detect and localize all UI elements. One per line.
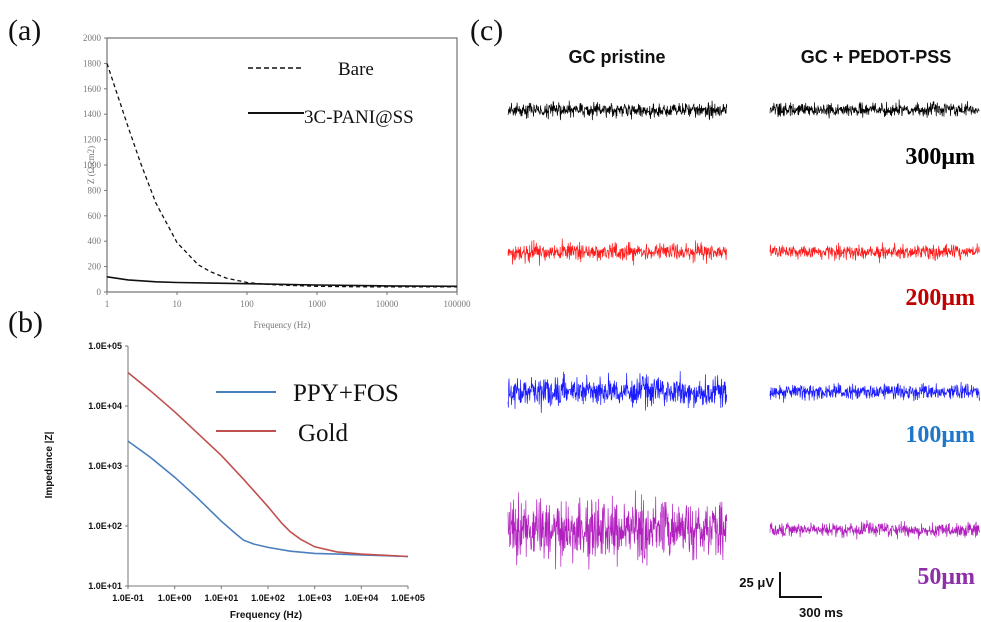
trace-50um-gc-pedot-pss: [769, 519, 980, 540]
size-label-50: 50μm: [917, 564, 975, 590]
chart-b-series: [127, 371, 409, 558]
chart-a-x-tick-label: 100: [240, 299, 254, 309]
scale-bar-time-label: 300 ms: [799, 605, 843, 620]
panel-label-c: (c): [470, 14, 503, 47]
chart-a-y-tick-label: 400: [88, 236, 102, 246]
chart-a-y-tick-label: 1000: [83, 160, 102, 170]
chart-b-x-tick-label: 1.0E+00: [158, 593, 192, 603]
size-label-200: 200μm: [905, 285, 975, 311]
trace-200um-gc-pedot-pss: [769, 242, 980, 264]
size-label-300: 300μm: [905, 144, 975, 170]
chart-c: GC pristine GC + PEDOT-PSS 300μm 200μm 1…: [507, 47, 980, 620]
chart-b-y-tick-label: 1.0E+03: [88, 461, 122, 471]
scale-bar: [779, 572, 822, 598]
chart-a-series: [106, 63, 458, 288]
chart-b-y-tick-label: 1.0E+04: [88, 401, 122, 411]
chart-b-series-ppy-fos: [127, 440, 409, 558]
chart-a-x-tick-label: 10000: [376, 299, 399, 309]
scale-bar-amplitude-label: 25 μV: [739, 575, 774, 590]
legend-b-label-ppy: PPY+FOS: [293, 380, 399, 407]
chart-a-x-tick-label: 1000: [308, 299, 327, 309]
chart-b-y-tick-label: 1.0E+05: [88, 341, 122, 351]
chart-a-x-tick-label: 10: [173, 299, 183, 309]
legend-a-label-pani: 3C-PANI@SS: [304, 107, 414, 128]
chart-b-y-axis-label: Impedance |Z|: [44, 431, 55, 498]
chart-b: 1.0E+01 1.0E+02 1.0E+03 1.0E+04 1.0E+05 1.0E…: [44, 341, 425, 621]
chart-b-x-tick-label: 1.0E+04: [344, 593, 378, 603]
trace-300um-gc-pristine: [507, 100, 728, 121]
chart-a-y-tick-label: 2000: [83, 33, 102, 43]
panel-label-b: (b): [8, 306, 43, 339]
column-title-gc-pedot-pss: GC + PEDOT-PSS: [801, 47, 952, 67]
chart-c-traces: [507, 99, 980, 570]
chart-b-x-tick-label: 1.0E+02: [251, 593, 285, 603]
chart-a-y-tick-label: 600: [88, 211, 102, 221]
chart-b-x-tick-label: 1.0E+01: [204, 593, 238, 603]
column-title-gc-pristine: GC pristine: [568, 47, 665, 67]
chart-a-y-axis-label: Z (Ω.cm2): [86, 146, 96, 184]
legend-b-label-gold: Gold: [298, 420, 349, 447]
chart-a-y-tick-label: 800: [88, 185, 102, 195]
trace-100um-gc-pedot-pss: [769, 382, 980, 403]
chart-b-series-gold: [127, 371, 409, 558]
chart-a-x-ticks: 1 10 100 1000 10000 100000: [105, 292, 471, 309]
trace-300um-gc-pedot-pss: [769, 99, 980, 119]
chart-a-y-tick-label: 1600: [83, 84, 102, 94]
size-label-100: 100μm: [905, 422, 975, 448]
chart-a-plot-frame: [106, 37, 458, 293]
chart-a-y-tick-label: 200: [88, 262, 102, 272]
trace-50um-gc-pristine: [507, 490, 728, 570]
chart-a-x-tick-label: 1: [105, 299, 110, 309]
chart-a-x-axis-label: Frequency (Hz): [254, 320, 311, 330]
chart-a-x-tick-label: 100000: [444, 299, 472, 309]
chart-a-y-tick-label: 0: [97, 287, 102, 297]
chart-a-y-ticks: 0 200 400 600 800 1000 1200 1400 1600 1800 2000: [83, 33, 107, 297]
chart-a-y-tick-label: 1800: [83, 58, 102, 68]
chart-b-y-tick-label: 1.0E+01: [88, 581, 122, 591]
chart-b-y-tick-label: 1.0E+02: [88, 521, 122, 531]
chart-b-x-tick-label: 1.0E+03: [298, 593, 332, 603]
chart-b-x-tick-label: 1.0E-01: [112, 593, 144, 603]
trace-200um-gc-pristine: [507, 238, 728, 266]
panel-label-a: (a): [8, 14, 41, 47]
chart-a-y-tick-label: 1200: [83, 135, 102, 145]
chart-a-y-tick-label: 1400: [83, 109, 102, 119]
chart-b-x-ticks: 1.0E-01 1.0E+00 1.0E+01 1.0E+02 1.0E+03 1.0E+…: [112, 586, 425, 603]
legend-a-label-bare: Bare: [338, 59, 374, 80]
chart-b-y-ticks: 1.0E+01 1.0E+02 1.0E+03 1.0E+04 1.0E+05: [88, 341, 128, 591]
chart-b-x-tick-label: 1.0E+05: [391, 593, 425, 603]
chart-b-x-axis-label: Frequency (Hz): [230, 610, 302, 621]
chart-a-series-pani: [106, 276, 458, 288]
trace-100um-gc-pristine: [507, 371, 728, 413]
chart-a-series-bare: [106, 63, 457, 288]
